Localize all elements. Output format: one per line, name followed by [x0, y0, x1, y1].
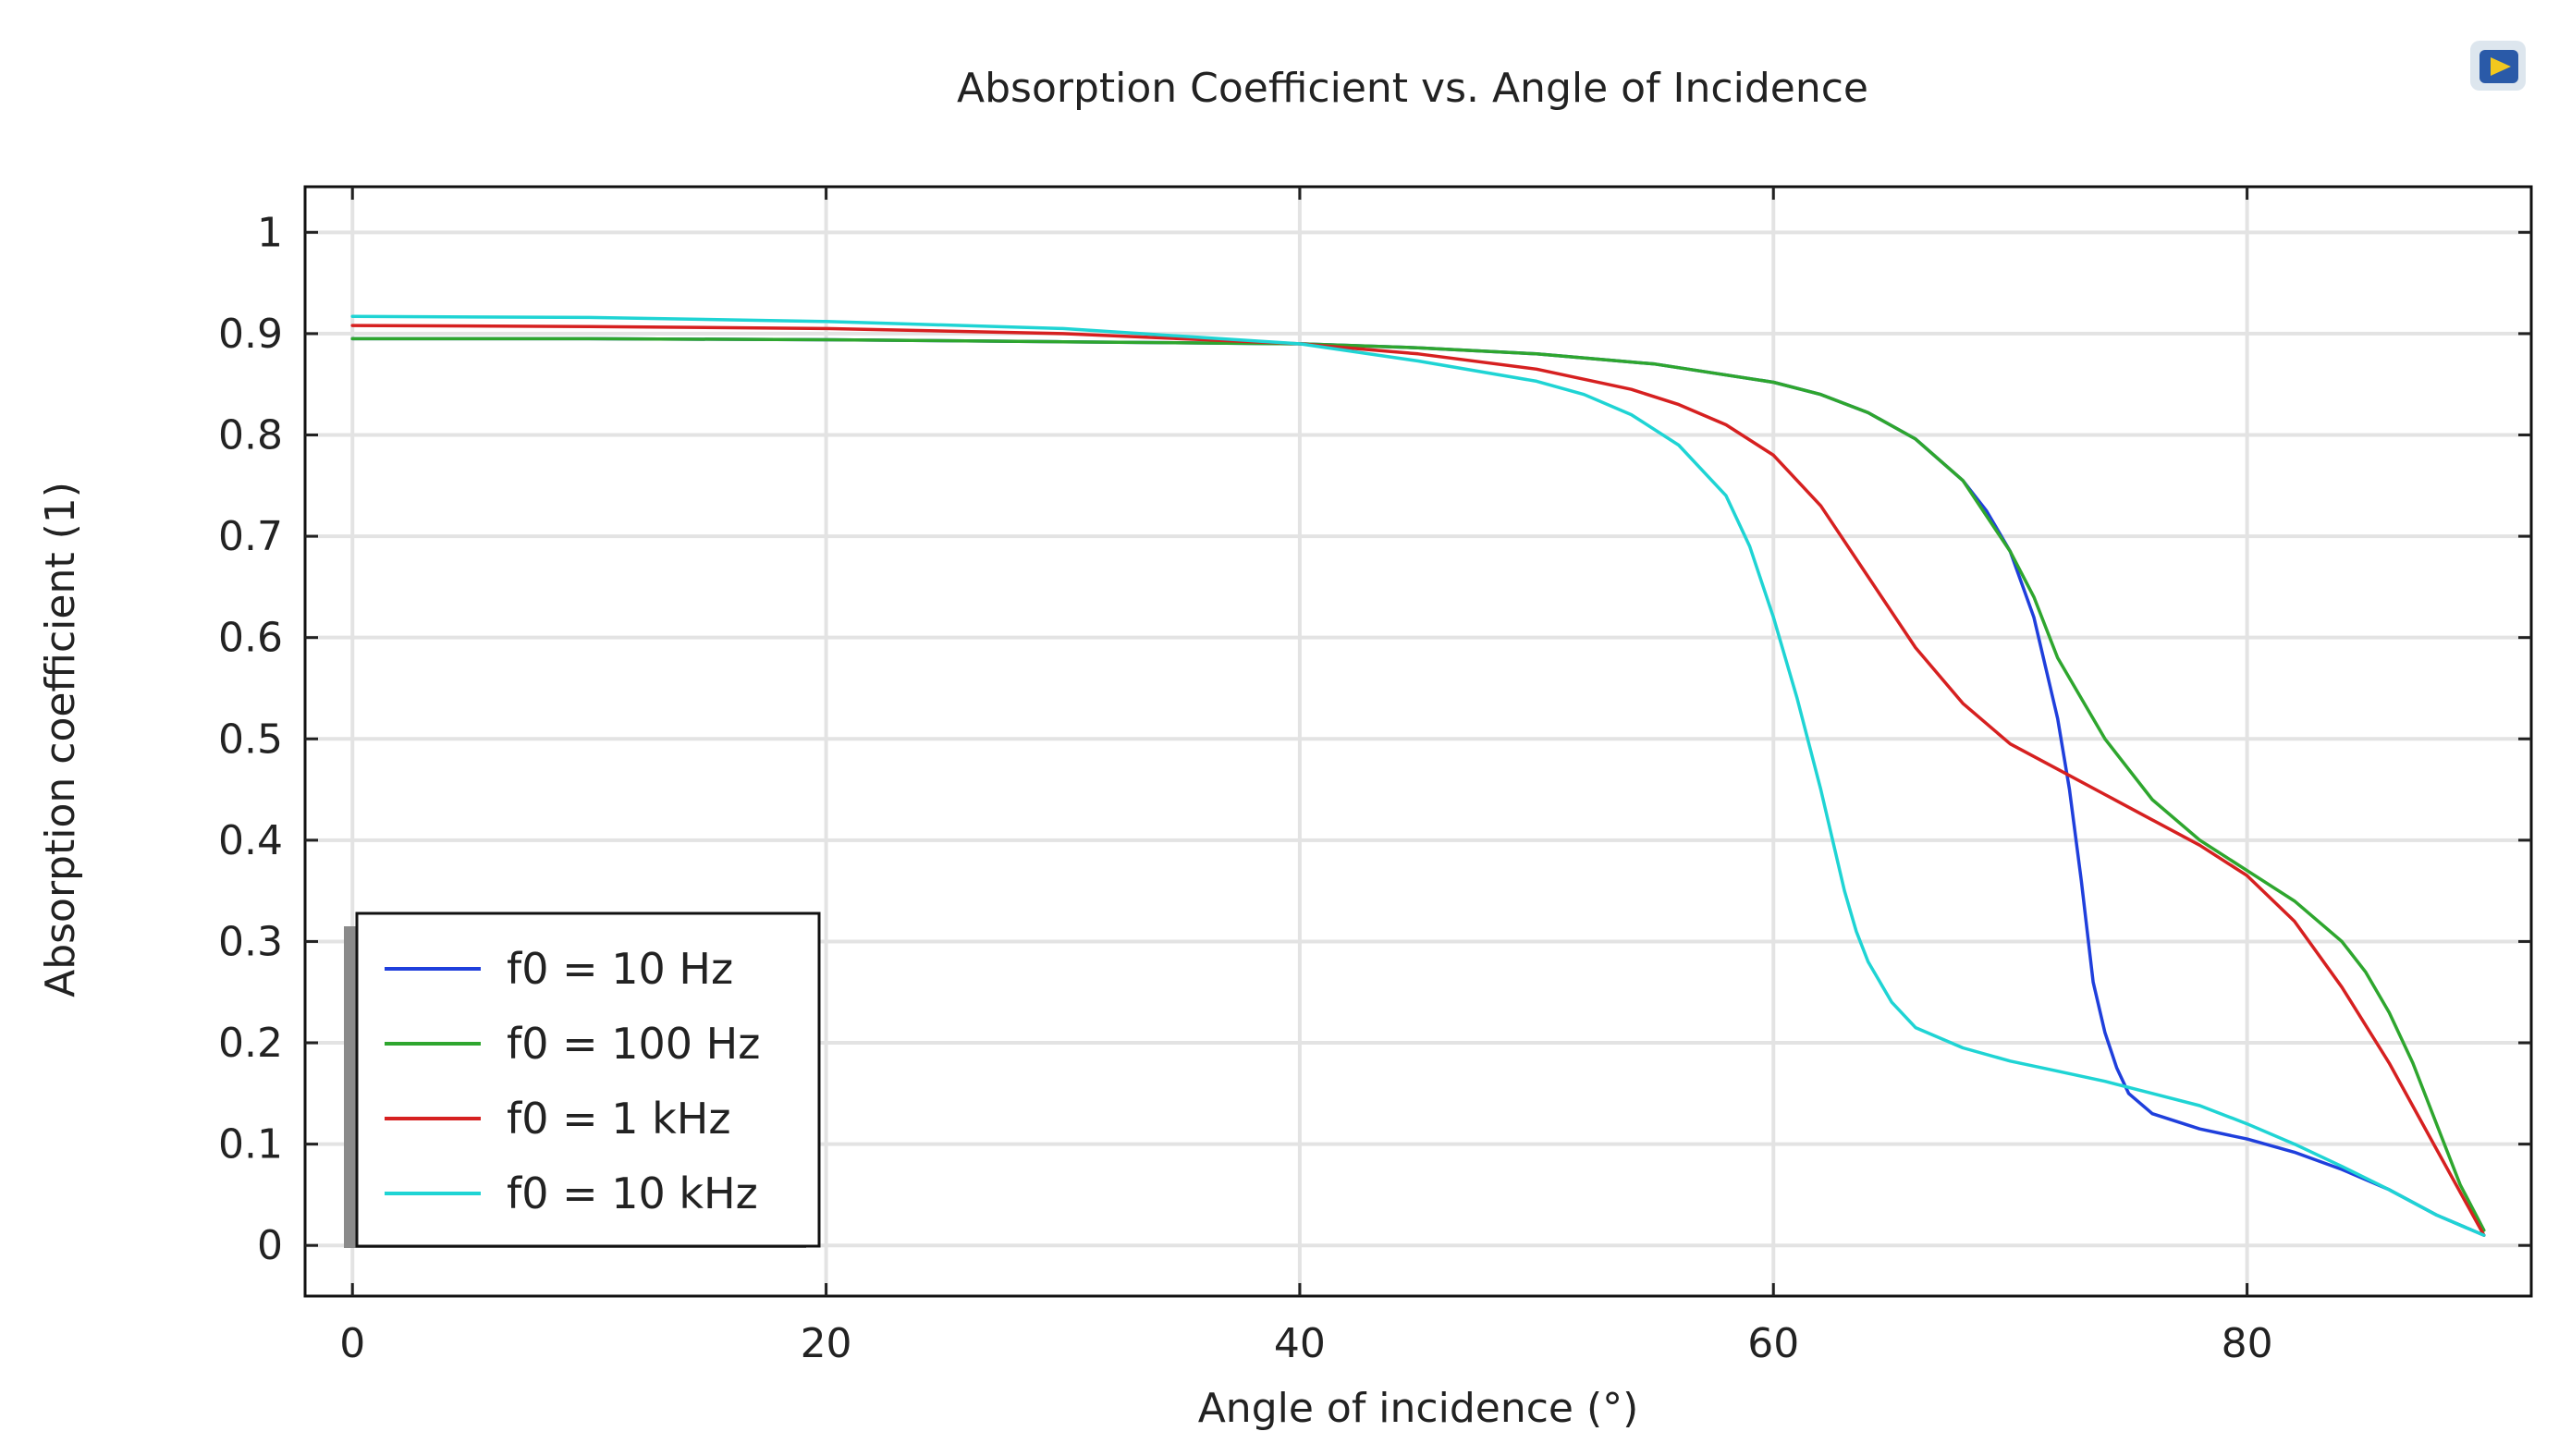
x-tick-label: 40: [1274, 1320, 1326, 1367]
legend: f0 = 10 Hz f0 = 100 Hz f0 = 1 kHz f0 = 10 k…: [344, 912, 821, 1248]
legend-item-label: f0 = 1 kHz: [507, 1094, 731, 1144]
legend-item-label: f0 = 10 Hz: [507, 944, 733, 994]
y-tick-label: 1: [257, 209, 283, 256]
y-tick-label: 0.9: [218, 311, 283, 358]
x-tick-label: 80: [2222, 1320, 2273, 1367]
y-tick-label: 0.8: [218, 411, 283, 459]
y-tick-label: 0: [257, 1222, 283, 1269]
x-tick-label: 0: [339, 1320, 365, 1367]
x-tick-label: 60: [1747, 1320, 1799, 1367]
y-tick-label: 0.2: [218, 1020, 283, 1067]
x-tick-labels: 0 20 40 60 80: [339, 1320, 2272, 1367]
series-line: [350, 314, 2486, 1237]
y-tick-label: 0.1: [218, 1121, 283, 1168]
legend-item-label: f0 = 10 kHz: [507, 1168, 758, 1218]
series-line: [350, 336, 2486, 1232]
y-tick-label: 0.4: [218, 817, 283, 864]
chart-title: Absorption Coefficient vs. Angle of Inci…: [957, 65, 1868, 112]
y-tick-label: 0.6: [218, 615, 283, 662]
y-axis-label: Absorption coefficient (1): [37, 482, 84, 997]
x-axis-label: Angle of incidence (°): [1198, 1385, 1639, 1432]
y-tick-label: 0.7: [218, 513, 283, 560]
app-logo-icon[interactable]: [2470, 41, 2526, 91]
y-tick-label: 0.3: [218, 918, 283, 965]
x-tick-label: 20: [801, 1320, 852, 1367]
axis-ticks: [305, 187, 2531, 1296]
y-tick-label: 0.5: [218, 716, 283, 763]
y-tick-labels: 0 0.1 0.2 0.3 0.4 0.5 0.6 0.7 0.8 0.9 1: [218, 209, 283, 1269]
legend-item-label: f0 = 100 Hz: [507, 1019, 760, 1069]
series-lines: [350, 314, 2486, 1237]
plot-frame: [303, 185, 2533, 1298]
